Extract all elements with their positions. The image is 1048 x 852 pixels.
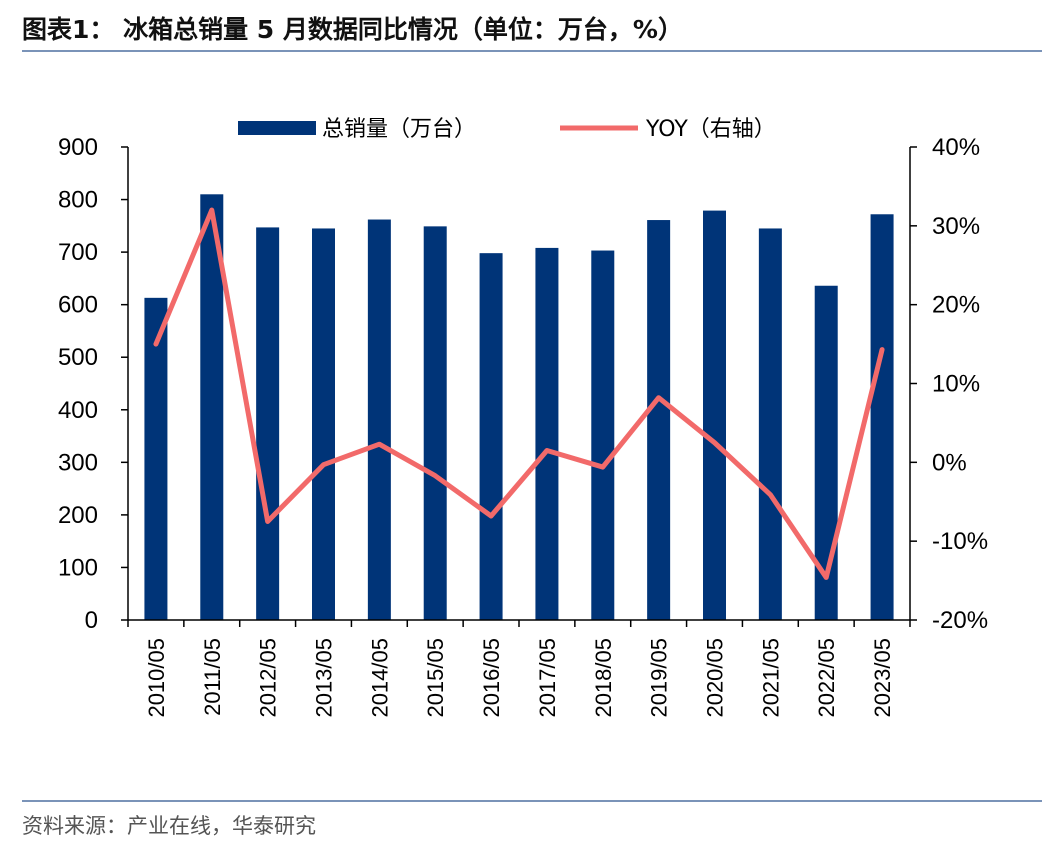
left-tick-label: 300 <box>58 449 98 476</box>
x-tick-label-2019/05: 2019/05 <box>647 638 672 718</box>
right-tick-label: 30% <box>932 213 980 240</box>
left-tick-label: 900 <box>58 134 98 161</box>
x-tick-label-2013/05: 2013/05 <box>312 638 337 718</box>
bar-2012/05 <box>256 227 280 620</box>
left-tick-label: 500 <box>58 344 98 371</box>
x-tick-label-2011/05: 2011/05 <box>200 638 225 716</box>
figure-title: 图表1： 冰箱总销量 5 月数据同比情况（单位：万台，%） <box>22 15 683 44</box>
yoy-line <box>153 207 885 580</box>
left-tick-label: 800 <box>58 187 98 214</box>
right-tick-label: 10% <box>932 371 980 398</box>
legend-label-bar: 总销量（万台） <box>322 117 476 142</box>
left-tick-label: 100 <box>58 554 98 581</box>
x-tick-label-2015/05: 2015/05 <box>423 638 448 718</box>
title-divider <box>22 50 1042 52</box>
right-tick-label: 0% <box>932 449 967 476</box>
x-tick-label-2018/05: 2018/05 <box>591 638 616 718</box>
x-tick-label-2022/05: 2022/05 <box>814 638 839 718</box>
bar-2019/05 <box>647 220 671 620</box>
left-tick-label: 700 <box>58 239 98 266</box>
bar-2013/05 <box>312 228 335 620</box>
left-tick-label: 200 <box>58 502 98 529</box>
x-tick-label-2016/05: 2016/05 <box>479 638 504 718</box>
x-tick-label-2017/05: 2017/05 <box>535 638 560 718</box>
bar-2016/05 <box>479 253 503 620</box>
x-tick-label-2010/05: 2010/05 <box>144 638 169 718</box>
legend-swatch-bar <box>238 121 316 135</box>
right-tick-label: 40% <box>932 134 980 161</box>
x-tick-label-2020/05: 2020/05 <box>703 638 728 718</box>
right-tick-label: -10% <box>932 528 988 555</box>
x-tick-label-2012/05: 2012/05 <box>256 638 281 718</box>
chart-legend: 总销量（万台） YOY（右轴） <box>238 117 776 142</box>
footer-divider <box>22 800 1042 802</box>
bar-2023/05 <box>870 214 894 620</box>
x-tick-label-2023/05: 2023/05 <box>870 638 895 718</box>
bar-2022/05 <box>814 285 838 620</box>
right-tick-label: -20% <box>932 607 988 634</box>
source-note: 资料来源：产业在线，华泰研究 <box>22 814 316 838</box>
left-tick-label: 600 <box>58 292 98 319</box>
left-tick-label: 0 <box>85 607 98 634</box>
x-tick-label-2014/05: 2014/05 <box>367 638 392 718</box>
bar-2010/05 <box>144 297 168 620</box>
bar-2015/05 <box>423 226 447 620</box>
bar-2021/05 <box>758 228 782 620</box>
bar-2014/05 <box>367 219 391 620</box>
combo-chart: 总销量（万台） YOY（右轴） 0 100 200 300 400 500 600 700 80… <box>58 117 988 718</box>
right-tick-label: 20% <box>932 292 980 319</box>
bar-2018/05 <box>591 250 615 621</box>
left-tick-label: 400 <box>58 397 98 424</box>
bar-2011/05 <box>200 194 224 621</box>
bar-2020/05 <box>703 210 726 620</box>
legend-label-line: YOY（右轴） <box>645 117 776 142</box>
bar-2017/05 <box>535 247 559 620</box>
x-tick-label-2021/05: 2021/05 <box>758 638 783 718</box>
